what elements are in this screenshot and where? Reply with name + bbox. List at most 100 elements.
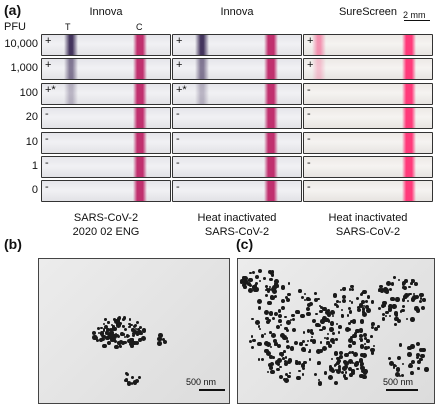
nanoparticle bbox=[394, 365, 397, 368]
nanoparticle bbox=[359, 374, 364, 379]
nanoparticle bbox=[132, 331, 137, 336]
nanoparticle bbox=[419, 297, 422, 300]
nanoparticle bbox=[287, 357, 293, 363]
nanoparticle bbox=[344, 364, 349, 369]
control-line bbox=[133, 35, 147, 55]
nanoparticle bbox=[404, 279, 408, 283]
result-sign: +* bbox=[176, 83, 187, 96]
nanoparticle bbox=[339, 354, 344, 359]
panel-a-label: (a) bbox=[4, 2, 22, 18]
test-line bbox=[64, 59, 78, 80]
test-strip: + bbox=[172, 58, 302, 81]
nanoparticle bbox=[364, 337, 367, 341]
nanoparticle bbox=[132, 380, 138, 385]
nanoparticle bbox=[348, 310, 353, 314]
nanoparticle bbox=[107, 321, 110, 324]
nanoparticle bbox=[360, 293, 363, 296]
nanoparticle bbox=[135, 331, 139, 335]
nanoparticle bbox=[352, 333, 357, 339]
nanoparticle bbox=[397, 278, 400, 281]
test-line bbox=[195, 83, 209, 104]
nanoparticle bbox=[402, 295, 406, 299]
nanoparticle bbox=[269, 285, 272, 288]
panel-c-label: (c) bbox=[236, 236, 254, 252]
result-sign: - bbox=[307, 132, 311, 145]
caption-col3-line2: SARS-CoV-2 bbox=[335, 226, 401, 238]
nanoparticle bbox=[309, 329, 313, 333]
nanoparticle bbox=[337, 364, 341, 368]
nanoparticle bbox=[317, 378, 320, 382]
nanoparticle bbox=[358, 303, 364, 308]
nanoparticle bbox=[264, 309, 269, 315]
nanoparticle bbox=[270, 362, 275, 367]
scale-bar-2mm-line bbox=[404, 20, 430, 21]
scale-bar-2mm bbox=[405, 20, 429, 21]
nanoparticle bbox=[343, 374, 347, 378]
nanoparticle bbox=[163, 339, 168, 344]
nanoparticle bbox=[122, 333, 126, 336]
column-header-3: SureScreen bbox=[338, 6, 398, 18]
nanoparticle bbox=[128, 318, 132, 321]
nanoparticle bbox=[332, 293, 338, 298]
nanoparticle bbox=[419, 292, 424, 298]
nanoparticle bbox=[330, 357, 333, 360]
nanoparticle bbox=[365, 299, 369, 303]
nanoparticle bbox=[297, 311, 300, 314]
column-header-2: Innova bbox=[220, 6, 254, 18]
nanoparticle bbox=[403, 286, 408, 291]
nanoparticle bbox=[384, 290, 389, 295]
nanoparticle bbox=[393, 276, 397, 280]
nanoparticle bbox=[330, 324, 333, 327]
nanoparticle bbox=[377, 287, 382, 292]
test-strip: + bbox=[303, 34, 433, 56]
nanoparticle bbox=[269, 346, 272, 349]
nanoparticle bbox=[140, 335, 146, 341]
result-sign: - bbox=[307, 181, 311, 194]
nanoparticle bbox=[126, 372, 130, 376]
nanoparticle bbox=[364, 346, 369, 351]
control-line bbox=[264, 181, 278, 202]
nanoparticle bbox=[385, 314, 388, 317]
nanoparticle bbox=[248, 283, 253, 288]
nanoparticle bbox=[280, 305, 286, 311]
nanoparticle bbox=[337, 331, 341, 334]
panel-b-label: (b) bbox=[4, 236, 22, 252]
nanoparticle bbox=[379, 288, 385, 293]
tem-image-c: 500 nm bbox=[237, 258, 435, 404]
nanoparticle bbox=[292, 328, 297, 333]
nanoparticle bbox=[128, 322, 131, 326]
nanoparticle bbox=[257, 342, 262, 347]
nanoparticle bbox=[360, 366, 364, 371]
nanoparticle bbox=[407, 292, 411, 296]
nanoparticle bbox=[102, 323, 105, 326]
test-strip: +* bbox=[41, 82, 171, 105]
nanoparticle bbox=[338, 366, 341, 370]
nanoparticle bbox=[119, 321, 123, 325]
nanoparticle bbox=[122, 317, 126, 321]
nanoparticle bbox=[243, 275, 249, 281]
nanoparticle bbox=[123, 335, 126, 338]
nanoparticle bbox=[369, 335, 373, 339]
nanoparticle bbox=[259, 327, 262, 330]
nanoparticle bbox=[260, 333, 265, 338]
nanoparticle bbox=[412, 294, 418, 300]
nanoparticle bbox=[419, 348, 424, 353]
nanoparticle bbox=[308, 349, 312, 353]
nanoparticle bbox=[265, 350, 271, 356]
nanoparticle bbox=[362, 289, 367, 295]
nanoparticle bbox=[287, 292, 291, 297]
nanoparticle bbox=[248, 277, 253, 283]
nanoparticle bbox=[388, 356, 392, 360]
nanoparticle bbox=[363, 368, 368, 374]
nanoparticle bbox=[283, 326, 288, 331]
result-sign: - bbox=[45, 132, 49, 145]
nanoparticle bbox=[381, 303, 386, 308]
pfu-row-label: 0 bbox=[31, 184, 38, 197]
nanoparticle bbox=[116, 319, 120, 323]
nanoparticle bbox=[336, 304, 338, 307]
pfu-row-label: 100 bbox=[19, 86, 38, 99]
nanoparticle bbox=[340, 314, 343, 317]
nanoparticle bbox=[329, 321, 335, 326]
nanoparticle bbox=[284, 356, 288, 359]
nanoparticle bbox=[274, 342, 278, 346]
